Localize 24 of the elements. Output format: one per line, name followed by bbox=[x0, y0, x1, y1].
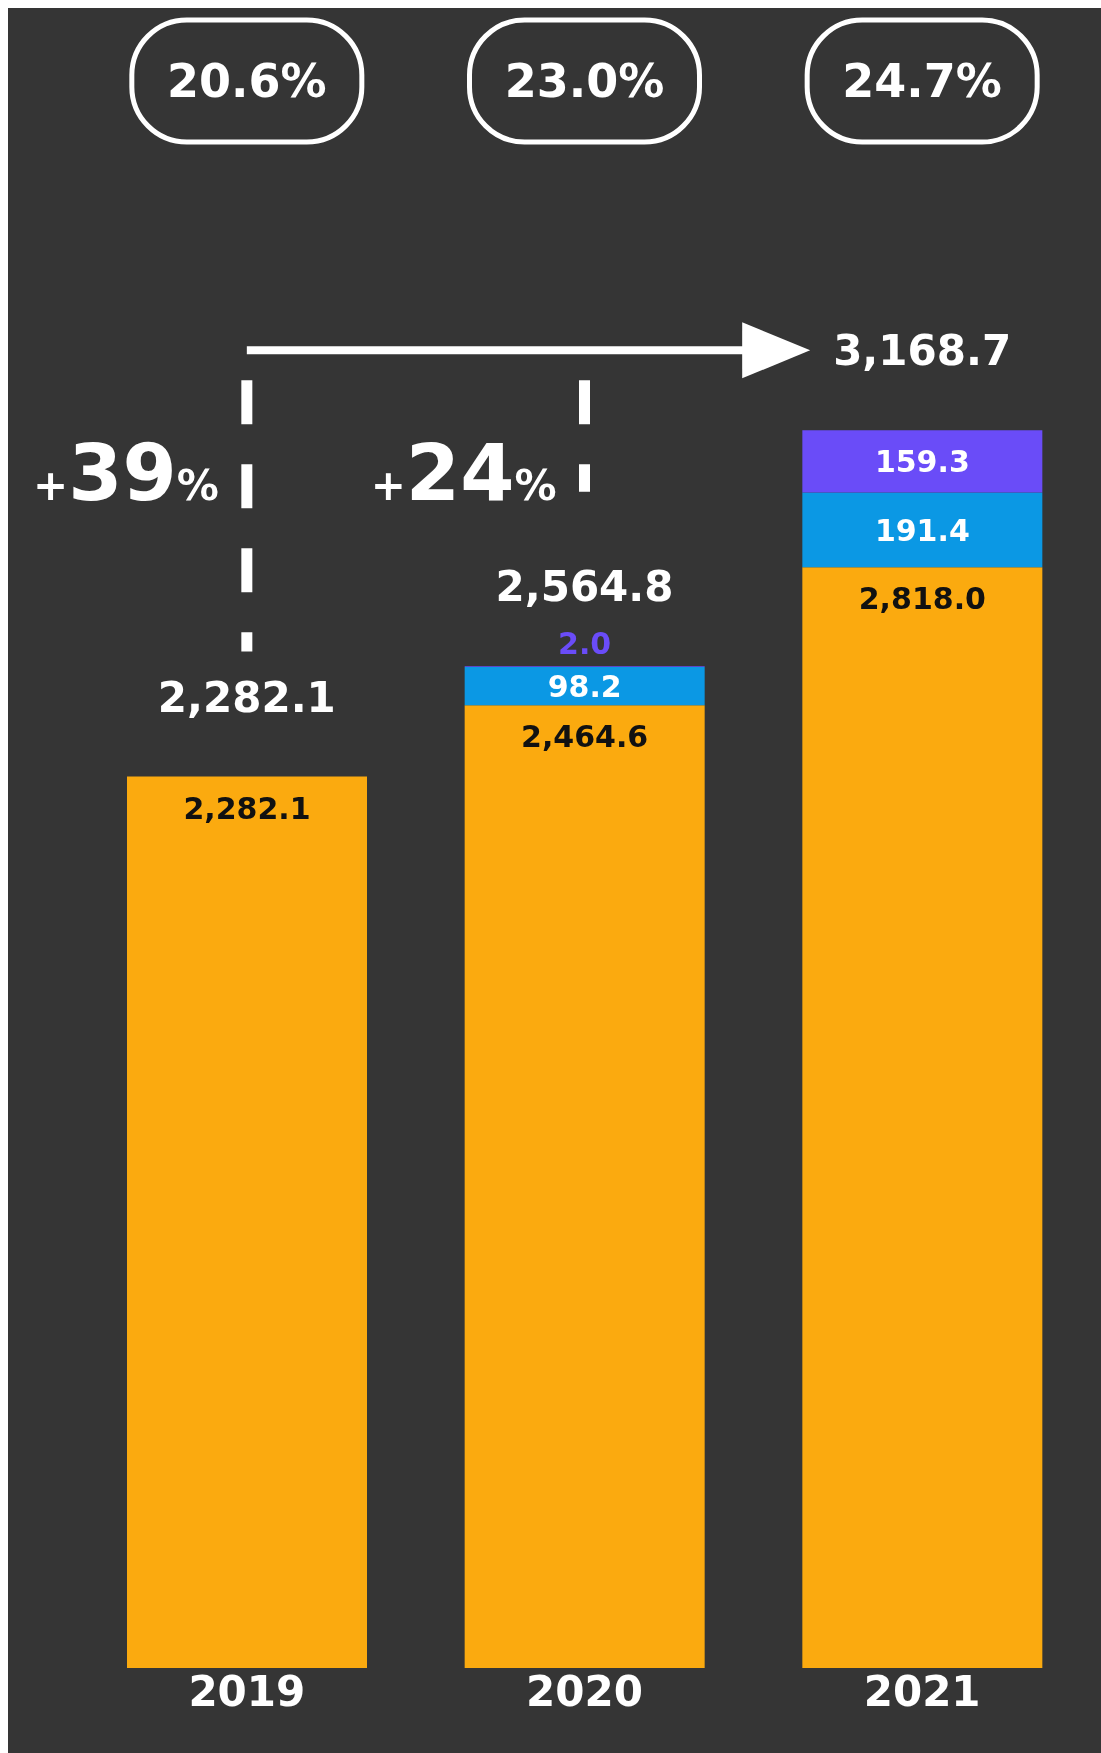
bar bbox=[464, 666, 705, 706]
bar bbox=[802, 567, 1043, 1668]
x-tick-label: 2019 bbox=[188, 1666, 306, 1716]
total-label: 2,564.8 bbox=[495, 562, 674, 612]
bar bbox=[802, 430, 1043, 493]
bar bbox=[464, 705, 705, 1668]
data-label: 2.0 bbox=[558, 626, 612, 662]
data-label: 98.2 bbox=[547, 669, 622, 705]
data-label: 2,818.0 bbox=[858, 581, 986, 617]
x-tick-label: 2020 bbox=[526, 1666, 643, 1716]
bar bbox=[802, 492, 1043, 568]
data-label: 191.4 bbox=[874, 512, 970, 548]
text: 24.7% bbox=[842, 54, 1002, 108]
data-label: 159.3 bbox=[874, 444, 970, 480]
annotation: +39% bbox=[32, 428, 219, 519]
total-label: 3,168.7 bbox=[833, 326, 1012, 376]
data-label: 2,282.1 bbox=[183, 790, 311, 826]
x-tick-label: 2021 bbox=[863, 1666, 981, 1716]
data-label: 2,464.6 bbox=[521, 719, 649, 755]
annotation: +24% bbox=[370, 428, 557, 519]
text: 20.6% bbox=[167, 54, 327, 108]
total-label: 2,282.1 bbox=[157, 672, 336, 722]
bar bbox=[127, 776, 367, 1668]
text: 23.0% bbox=[504, 54, 665, 108]
